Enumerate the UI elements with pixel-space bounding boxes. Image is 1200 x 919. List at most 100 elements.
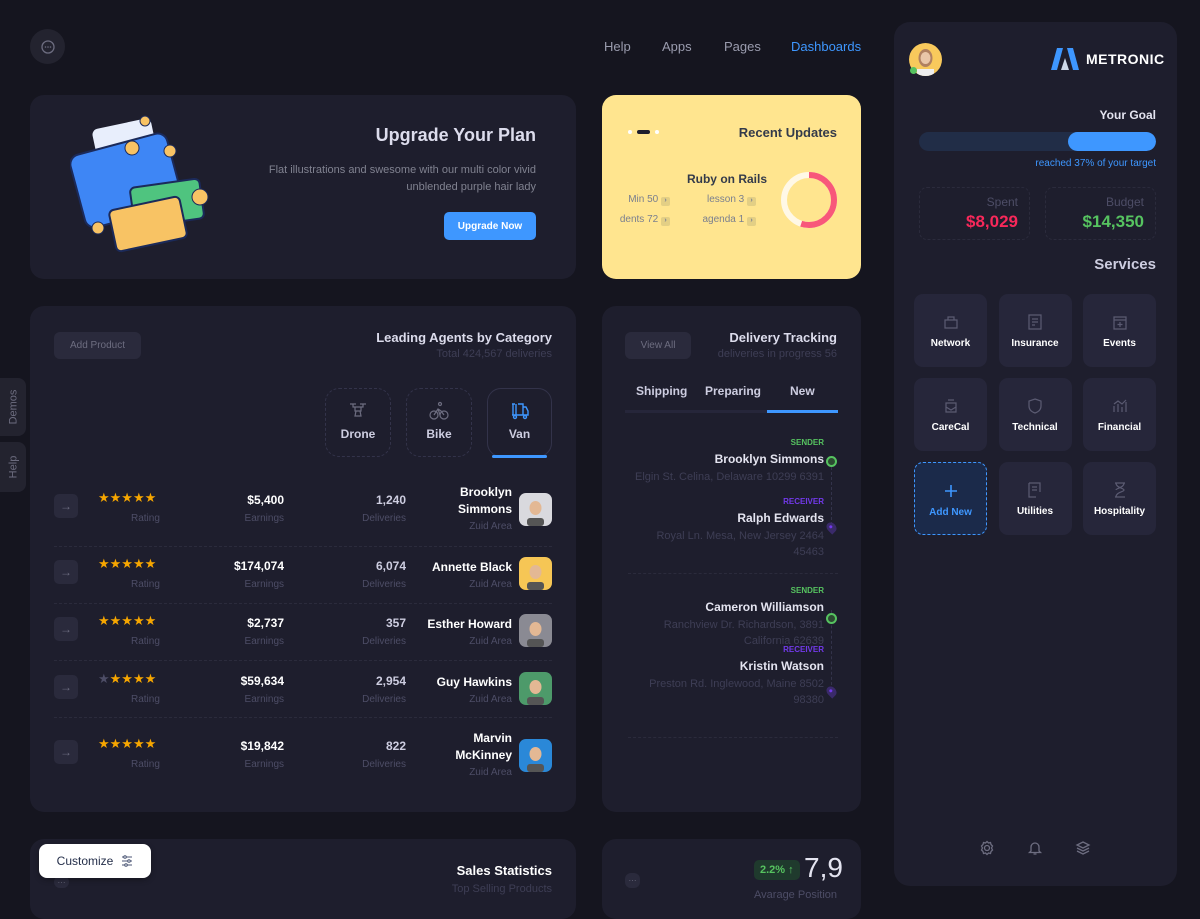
service-add-new[interactable]: Add New (914, 462, 987, 535)
budget-box: Budget $14,350 (1045, 187, 1156, 240)
agent-avatar (519, 739, 552, 772)
agent-name[interactable]: Guy Hawkins (436, 675, 512, 689)
deliveries-label: Deliveries (362, 636, 406, 647)
deliveries-label: Deliveries (362, 579, 406, 590)
add-product-button[interactable]: Add Product (54, 332, 141, 359)
agent-row: → ★★★★★ Rating $174,074 Earnings 6,074 D… (54, 546, 552, 602)
side-tab-help[interactable]: Help (0, 442, 26, 492)
utilities-icon (1028, 482, 1041, 498)
sender-label: SENDER (790, 438, 824, 447)
stat-item[interactable]: lesson 3 › (707, 194, 756, 206)
nav-dashboards[interactable]: Dashboards (791, 39, 862, 54)
stat-item[interactable]: dents 72 › (620, 214, 670, 226)
category-label: Drone (340, 427, 376, 441)
category-van[interactable]: Van (487, 388, 552, 458)
spent-box: Spent $8,029 (919, 187, 1030, 240)
agent-name[interactable]: Annette Black (431, 560, 512, 574)
customize-button[interactable]: Customize (39, 844, 151, 878)
service-label: Network (930, 338, 971, 349)
row-divider (54, 717, 552, 718)
online-status-dot (910, 67, 917, 74)
deliveries-value: 357 (385, 616, 406, 630)
timeline-line (831, 462, 832, 530)
financial-icon (1112, 399, 1127, 412)
group-divider (628, 737, 838, 738)
notification-bell-icon[interactable] (1027, 840, 1043, 856)
arrow-right-icon[interactable]: → (54, 617, 78, 641)
tab-new[interactable]: New (790, 384, 815, 398)
deliveries-value: 2,954 (375, 674, 406, 688)
van-icon (511, 403, 529, 420)
stat-item[interactable]: agenda 1 › (703, 214, 756, 226)
nav-apps[interactable]: Apps (662, 39, 692, 54)
row-divider (54, 603, 552, 604)
service-insurance[interactable]: Insurance (998, 294, 1072, 367)
view-all-button[interactable]: View All (625, 332, 691, 359)
service-utilities[interactable]: Utilities (998, 462, 1072, 535)
sender-address: Ranchview Dr. Richardson, 3891 Californi… (663, 619, 824, 647)
receiver-name: Kristin Watson (739, 659, 824, 673)
upgrade-text: Flat illustrations and swesome with our … (268, 164, 536, 193)
layers-icon[interactable] (1075, 840, 1091, 856)
metronic-logo[interactable]: METRONIC (1051, 48, 1165, 70)
deliveries-label: Deliveries (362, 759, 406, 770)
metronic-logo-icon (1051, 48, 1079, 70)
agent-name[interactable]: Brooklyn Simmons (457, 485, 512, 516)
arrow-up-icon: ↑ (788, 864, 794, 876)
category-bike[interactable]: Bike (406, 388, 472, 457)
position-change-badge: 2.2% ↑ (754, 860, 800, 880)
earnings-label: Earnings (244, 579, 284, 590)
user-avatar[interactable] (909, 43, 942, 76)
course-title: Ruby on Rails (686, 172, 767, 186)
rating-stars: ★★★★★ (98, 736, 157, 751)
upgrade-title: Upgrade Your Plan (375, 125, 536, 145)
service-events[interactable]: Events (1083, 294, 1156, 367)
plus-icon (944, 485, 957, 497)
nav-help[interactable]: Help (604, 39, 631, 54)
agent-avatar (519, 493, 552, 526)
arrow-right-icon[interactable]: → (54, 740, 78, 764)
arrow-right-icon[interactable]: → (54, 675, 78, 699)
sliders-icon (122, 855, 133, 867)
service-network[interactable]: Network (914, 294, 987, 367)
side-tab-label: Demos (7, 389, 19, 425)
upgrade-now-button[interactable]: Upgrade Now (444, 212, 536, 240)
services-title: Services (1094, 256, 1156, 273)
arrow-right-icon[interactable]: → (54, 560, 78, 584)
rating-label: Rating (131, 759, 160, 770)
position-menu-button[interactable]: ··· (625, 873, 640, 888)
arrow-right-icon[interactable]: → (54, 494, 78, 518)
nav-pages[interactable]: Pages (724, 39, 761, 54)
settings-icon[interactable] (979, 840, 995, 856)
service-financial[interactable]: Financial (1083, 378, 1156, 451)
tab-preparing[interactable]: Preparing (705, 384, 762, 398)
position-value: 7,9 (804, 852, 843, 883)
category-label: Van (508, 427, 531, 441)
spent-value: $8,029 (966, 212, 1018, 231)
carousel-indicator[interactable] (628, 130, 659, 134)
service-label: Financial (1097, 422, 1142, 433)
earnings-label: Earnings (244, 694, 284, 705)
stat-item[interactable]: Min 50 › (628, 194, 670, 206)
goal-text: reached 37% of your target (1035, 158, 1156, 169)
rating-stars: ★★★★★ (98, 613, 157, 628)
deliveries-value: 6,074 (375, 559, 406, 573)
agent-name[interactable]: Esther Howard (427, 617, 512, 631)
chat-icon[interactable] (30, 29, 65, 64)
agent-name[interactable]: Marvin McKinney (455, 731, 512, 762)
tab-shipping[interactable]: Shipping (636, 384, 688, 398)
service-label: Events (1103, 338, 1136, 349)
receiver-address: Royal Ln. Mesa, New Jersey 2464 45463 (656, 530, 824, 558)
delivery-tracking-card (602, 306, 861, 812)
side-tab-demos[interactable]: Demos (0, 378, 26, 436)
bike-icon (429, 401, 449, 420)
category-drone[interactable]: Drone (325, 388, 391, 457)
sales-subtitle: Top Selling Products (451, 883, 552, 895)
technical-icon (1028, 398, 1042, 414)
service-technical[interactable]: Technical (998, 378, 1072, 451)
service-hospitality[interactable]: Hospitality (1083, 462, 1156, 535)
sales-menu-button[interactable]: ··· (54, 876, 69, 888)
rating-stars: ★★★★★ (98, 671, 157, 686)
agent-avatar (519, 672, 552, 705)
service-carecal[interactable]: CareCal (914, 378, 987, 451)
